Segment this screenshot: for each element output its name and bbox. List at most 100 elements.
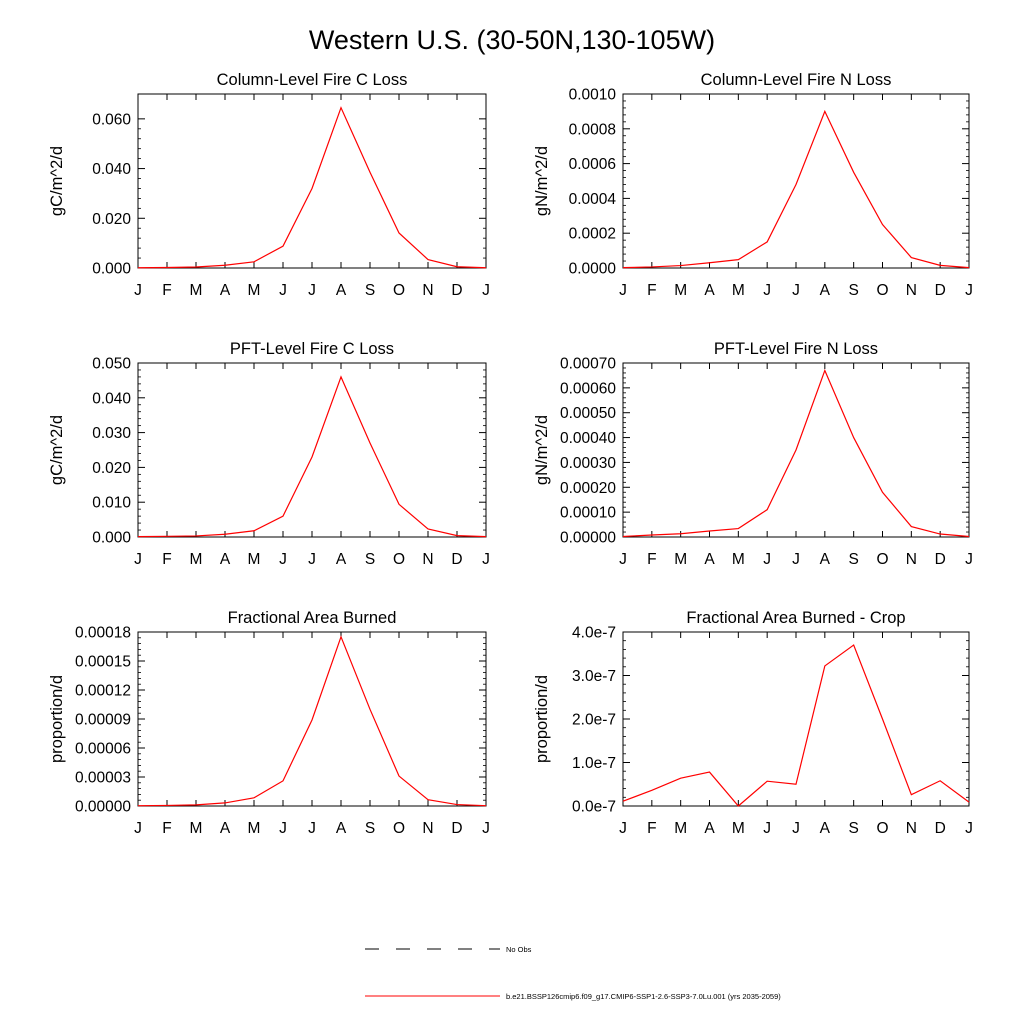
x-tick-label: N xyxy=(906,820,917,837)
x-tick-label: J xyxy=(279,820,287,837)
y-tick-label: 0.00010 xyxy=(560,505,616,522)
plot-frame xyxy=(137,93,487,269)
x-tick-label: N xyxy=(422,551,433,568)
y-tick-label: 0.030 xyxy=(92,425,131,442)
x-tick-label: J xyxy=(482,282,490,299)
x-tick-label: A xyxy=(220,551,231,568)
y-tick-label: 0.050 xyxy=(92,356,131,373)
figure-title: Western U.S. (30-50N,130-105W) xyxy=(309,25,715,55)
x-tick-label: J xyxy=(619,282,627,299)
y-tick-label: 1.0e-7 xyxy=(572,755,616,772)
y-tick-label: 0.000 xyxy=(92,530,131,547)
x-tick-label: J xyxy=(763,551,771,568)
y-tick-label: 0.020 xyxy=(92,460,131,477)
x-tick-label: S xyxy=(365,282,375,299)
x-tick-label: J xyxy=(279,282,287,299)
y-tick-label: 0.00030 xyxy=(560,455,616,472)
x-tick-label: M xyxy=(248,282,261,299)
legend-model-label: b.e21.BSSP126cmip6.f09_g17.CMIP6-SSP1-2.… xyxy=(506,992,781,1001)
x-tick-label: D xyxy=(451,551,462,568)
x-tick-label: O xyxy=(876,820,888,837)
x-tick-label: A xyxy=(820,820,831,837)
x-tick-label: S xyxy=(848,282,858,299)
panel-title: Column-Level Fire N Loss xyxy=(701,71,892,89)
x-tick-label: M xyxy=(190,551,203,568)
x-tick-label: D xyxy=(935,282,946,299)
y-tick-label: 0.040 xyxy=(92,161,131,178)
y-tick-label: 0.060 xyxy=(92,111,131,128)
y-tick-label: 0.040 xyxy=(92,390,131,407)
y-tick-label: 0.00006 xyxy=(75,741,131,758)
x-tick-label: S xyxy=(848,820,858,837)
series-line xyxy=(622,109,970,269)
y-axis-label: proportion/d xyxy=(48,675,66,763)
x-tick-label: A xyxy=(704,551,715,568)
series-line xyxy=(137,635,487,807)
x-tick-label: J xyxy=(308,820,316,837)
x-tick-label: J xyxy=(482,820,490,837)
y-tick-label: 0.00060 xyxy=(560,380,616,397)
panel-title: PFT-Level Fire C Loss xyxy=(230,340,394,358)
x-tick-label: M xyxy=(190,820,203,837)
plot-frame xyxy=(622,93,970,269)
x-tick-label: J xyxy=(763,820,771,837)
y-tick-label: 0.00003 xyxy=(75,770,131,787)
x-tick-label: J xyxy=(792,282,800,299)
x-tick-label: A xyxy=(220,820,231,837)
y-tick-label: 0.010 xyxy=(92,495,131,512)
panel-title: PFT-Level Fire N Loss xyxy=(714,340,878,358)
x-tick-label: J xyxy=(134,820,142,837)
panel-title: Column-Level Fire C Loss xyxy=(217,71,408,89)
series-line xyxy=(622,368,970,538)
x-tick-label: D xyxy=(935,820,946,837)
x-tick-label: S xyxy=(848,551,858,568)
y-tick-label: 0.0010 xyxy=(569,87,617,104)
y-tick-label: 4.0e-7 xyxy=(572,625,616,642)
y-tick-label: 0.00070 xyxy=(560,356,616,373)
x-tick-label: F xyxy=(647,820,656,837)
y-tick-label: 0.00040 xyxy=(560,430,616,447)
legend-no-obs-label: No Obs xyxy=(506,945,532,954)
x-tick-label: O xyxy=(876,282,888,299)
x-tick-label: M xyxy=(248,820,261,837)
x-tick-label: J xyxy=(965,551,973,568)
y-tick-label: 0.0000 xyxy=(569,261,617,278)
x-tick-label: J xyxy=(965,282,973,299)
x-tick-label: J xyxy=(763,282,771,299)
x-tick-label: A xyxy=(820,282,831,299)
y-tick-label: 0.00000 xyxy=(75,799,131,816)
panel-title: Fractional Area Burned - Crop xyxy=(686,609,905,627)
y-tick-label: 0.00050 xyxy=(560,405,616,422)
x-tick-label: O xyxy=(393,282,405,299)
y-axis-label: gN/m^2/d xyxy=(533,146,551,216)
x-tick-label: D xyxy=(451,820,462,837)
x-tick-label: A xyxy=(336,282,347,299)
plot-frame xyxy=(622,631,970,807)
x-tick-label: M xyxy=(248,551,261,568)
y-axis-label: gC/m^2/d xyxy=(48,146,66,216)
x-tick-label: F xyxy=(162,551,171,568)
series-line xyxy=(137,106,487,269)
y-axis-label: gN/m^2/d xyxy=(533,415,551,485)
y-tick-label: 3.0e-7 xyxy=(572,668,616,685)
x-tick-label: J xyxy=(279,551,287,568)
y-tick-label: 0.0002 xyxy=(569,226,616,243)
x-tick-label: J xyxy=(965,820,973,837)
legend: No Obs b.e21.BSSP126cmip6.f09_g17.CMIP6-… xyxy=(365,945,781,1001)
x-tick-label: S xyxy=(365,820,375,837)
y-axis-label: proportion/d xyxy=(533,675,551,763)
x-tick-label: M xyxy=(732,551,745,568)
y-tick-label: 0.00015 xyxy=(75,654,131,671)
x-tick-label: N xyxy=(422,282,433,299)
x-tick-label: D xyxy=(935,551,946,568)
series-line xyxy=(622,644,970,807)
y-tick-label: 0.00009 xyxy=(75,712,131,729)
x-tick-label: J xyxy=(619,551,627,568)
x-tick-label: J xyxy=(482,551,490,568)
y-tick-label: 0.0006 xyxy=(569,156,616,173)
